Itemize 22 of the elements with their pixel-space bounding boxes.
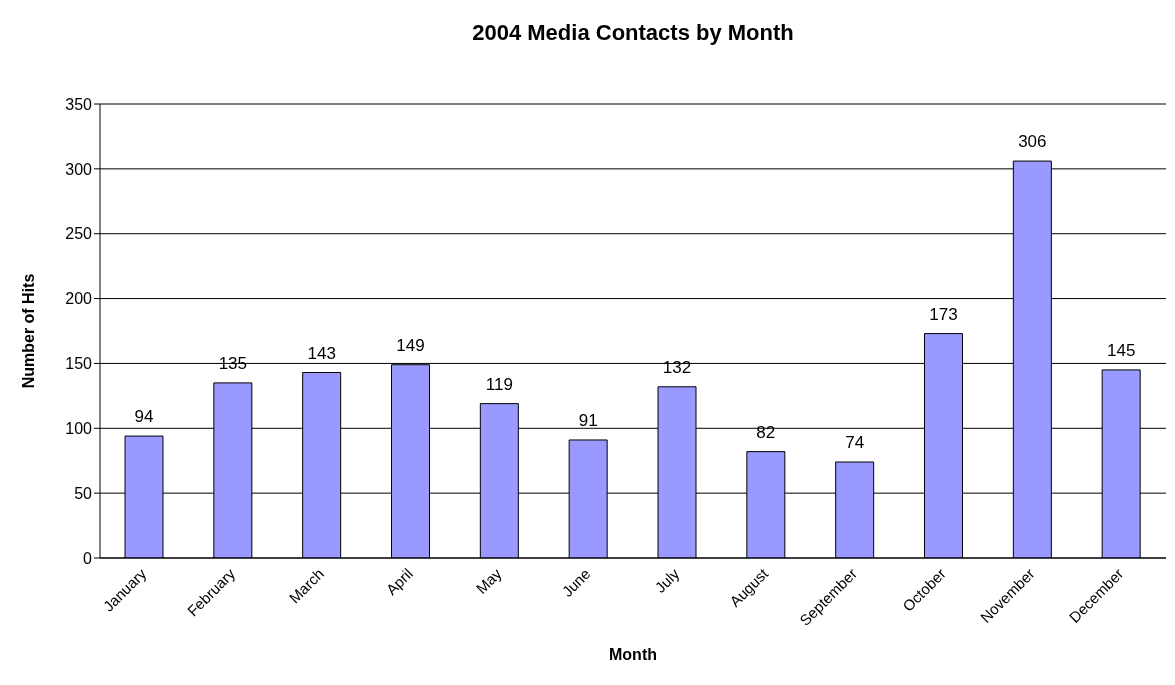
data-label: 149 (396, 335, 425, 355)
data-label: 145 (1106, 340, 1136, 360)
y-tick-label: 350 (65, 95, 93, 113)
y-tick-label: 100 (65, 419, 93, 437)
data-label: 173 (929, 304, 958, 324)
data-label: 74 (845, 433, 865, 453)
y-axis-title: Number of Hits (19, 273, 37, 389)
data-label: 143 (307, 343, 336, 363)
y-tick-label: 0 (83, 549, 93, 567)
y-tick-label: 300 (65, 160, 93, 178)
data-label: 119 (485, 374, 513, 394)
y-tick-label: 50 (74, 484, 93, 502)
chart-title: 2004 Media Contacts by Month (471, 20, 795, 46)
y-tick-label: 200 (65, 290, 93, 308)
x-tick-label: May (472, 564, 506, 597)
x-tick-label: July (651, 564, 683, 596)
x-axis-title: Month (609, 646, 657, 663)
y-tick-label: 250 (65, 225, 93, 243)
data-label: 306 (1018, 132, 1047, 152)
data-label: 91 (578, 410, 598, 430)
data-label: 94 (134, 407, 154, 427)
y-tick-label: 150 (65, 355, 93, 373)
